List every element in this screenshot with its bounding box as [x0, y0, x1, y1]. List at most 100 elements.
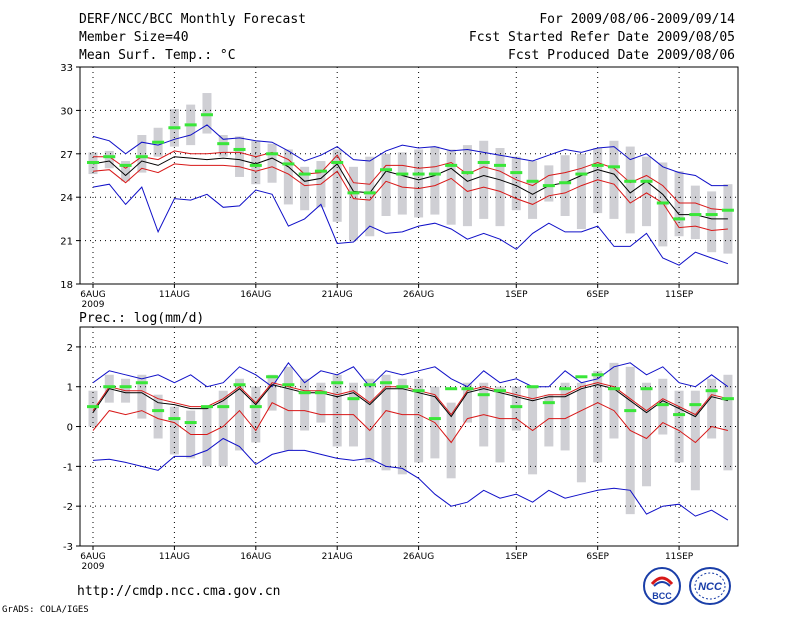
temp-median-mark — [282, 162, 295, 166]
temp-median-mark — [656, 201, 669, 205]
ncc-logo-text: NCC — [698, 581, 723, 593]
temp-median-mark — [477, 160, 490, 164]
temp-median-mark — [705, 213, 718, 217]
temp-median-mark — [396, 172, 409, 176]
temp-box — [511, 156, 521, 211]
precip-frame — [79, 326, 739, 547]
precip-line-mean — [92, 384, 729, 418]
refer-date: Fcst Started Refer Date 2009/08/05 — [468, 30, 735, 45]
precip-median-mark — [607, 387, 620, 391]
precip-box — [625, 366, 635, 515]
temp-box — [446, 149, 456, 225]
precip-median-mark — [87, 405, 99, 409]
precip-median-mark — [591, 373, 604, 377]
temp-box — [381, 153, 391, 217]
temp-median-mark — [298, 172, 311, 176]
temp-box — [674, 171, 684, 237]
source-url[interactable]: http://cmdp.ncc.cma.gov.cn — [77, 584, 281, 599]
temp-box — [332, 149, 342, 222]
temp-median-mark — [363, 191, 376, 195]
precip-box — [446, 402, 456, 479]
precip-box — [316, 382, 326, 423]
temp-box — [609, 140, 619, 219]
temp-ytick-label: 27 — [60, 150, 73, 161]
precip-ytick-label: -3 — [63, 542, 73, 553]
precip-box — [202, 406, 212, 467]
temp-box — [723, 184, 733, 254]
temp-box — [528, 161, 538, 219]
precip-median-mark — [656, 403, 669, 407]
precip-median-mark — [575, 375, 588, 379]
temp-median-mark — [119, 163, 132, 167]
produced-date: Fcst Produced Date 2009/08/06 — [508, 48, 735, 63]
temp-box — [625, 146, 635, 234]
temp-median-mark — [87, 160, 99, 164]
bcc-logo-icon: BCC — [643, 567, 681, 605]
temp-median-mark — [624, 179, 637, 183]
precip-box — [235, 378, 245, 451]
precip-box — [560, 382, 570, 451]
grads-credit: GrADS: COLA/IGES — [2, 605, 89, 615]
precip-box — [137, 374, 147, 419]
temp-median-mark — [412, 172, 425, 176]
temp-median-mark — [428, 172, 441, 176]
temp-median-mark — [200, 113, 213, 117]
temp-box — [137, 134, 147, 173]
temp-box — [544, 165, 554, 202]
precip-xtick-label: 26AUG — [403, 552, 434, 562]
temp-xtick-label: 11SEP — [665, 290, 694, 300]
temp-ytick-label: 33 — [60, 63, 73, 74]
precip-median-mark — [249, 405, 262, 409]
temp-median-mark — [526, 179, 539, 183]
precip-median-mark — [445, 387, 458, 391]
temp-xtick-label: 16AUG — [240, 290, 271, 300]
temp-median-mark — [233, 147, 246, 151]
precip-box — [283, 366, 293, 451]
precip-median-mark — [624, 409, 637, 413]
temp-median-mark — [184, 123, 197, 127]
temp-median-mark — [135, 155, 148, 159]
temp-median-mark — [689, 213, 702, 217]
precip-box — [642, 382, 652, 487]
temp-median-mark — [494, 163, 506, 167]
temp-median-mark — [575, 172, 588, 176]
precip-line-upper — [92, 382, 729, 416]
temp-xtick-label: 21AUG — [322, 290, 353, 300]
temp-median-mark — [266, 152, 279, 156]
precip-median-mark — [461, 387, 474, 391]
precip-median-mark — [314, 391, 327, 395]
temp-ytick-label: 30 — [60, 106, 73, 117]
precip-xtick-label: 11AUG — [159, 552, 190, 562]
precip-box — [397, 378, 407, 475]
precip-box — [251, 386, 261, 443]
temp-box — [104, 150, 114, 169]
temp-box — [560, 155, 570, 217]
temp-median-mark — [673, 217, 686, 221]
temp-ytick-label: 21 — [60, 237, 73, 248]
precip-xtick-label: 1SEP — [505, 552, 528, 562]
temp-median-mark — [314, 169, 327, 173]
temp-box — [365, 156, 375, 237]
precip-ytick-label: -1 — [63, 462, 73, 473]
ncc-logo-icon: NCC — [689, 567, 731, 605]
precip-box — [218, 390, 228, 467]
temp-box — [430, 146, 440, 215]
precip-median-mark — [380, 381, 393, 385]
precip-box — [88, 390, 98, 427]
precip-xtick-label: 6AUG — [80, 552, 105, 562]
precip-median-mark — [282, 383, 295, 387]
temp-line-max — [92, 124, 728, 187]
precip-median-mark — [298, 391, 311, 395]
precip-box — [169, 406, 179, 455]
precip-box — [153, 394, 163, 439]
temp-box — [397, 152, 407, 215]
precip-median-mark — [266, 375, 279, 379]
temp-box — [283, 149, 293, 205]
precip-ytick-label: 2 — [67, 343, 73, 354]
precip-median-mark — [233, 383, 246, 387]
precip-median-mark — [396, 385, 409, 389]
precip-line-lower — [92, 402, 729, 444]
temp-median-mark — [217, 142, 230, 146]
temp-frame — [79, 66, 739, 285]
